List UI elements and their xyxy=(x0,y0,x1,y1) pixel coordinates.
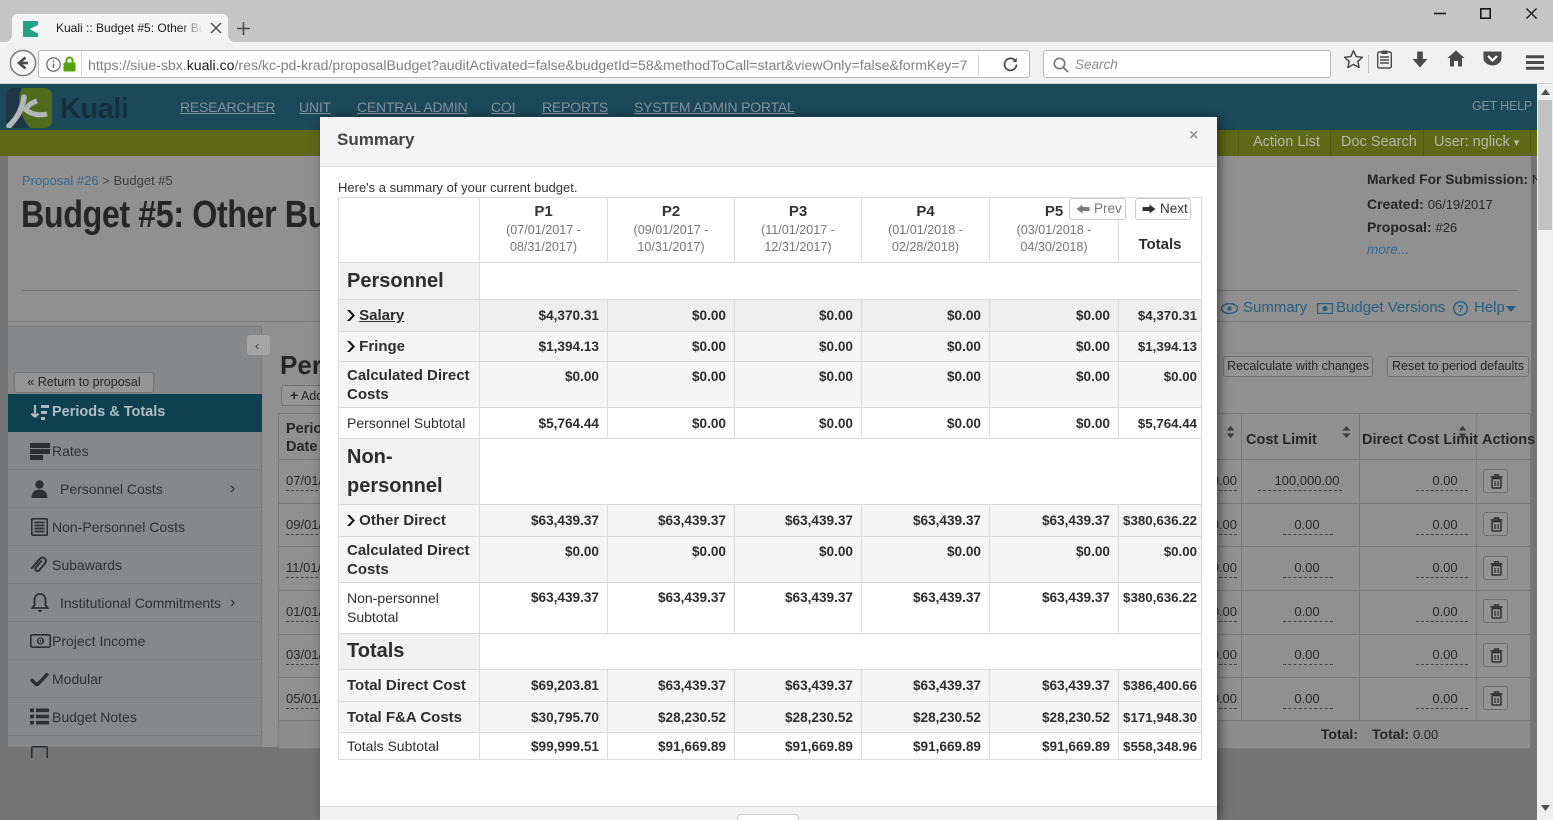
svg-text:0: 0 xyxy=(39,639,43,646)
svg-text:?: ? xyxy=(1457,304,1463,315)
